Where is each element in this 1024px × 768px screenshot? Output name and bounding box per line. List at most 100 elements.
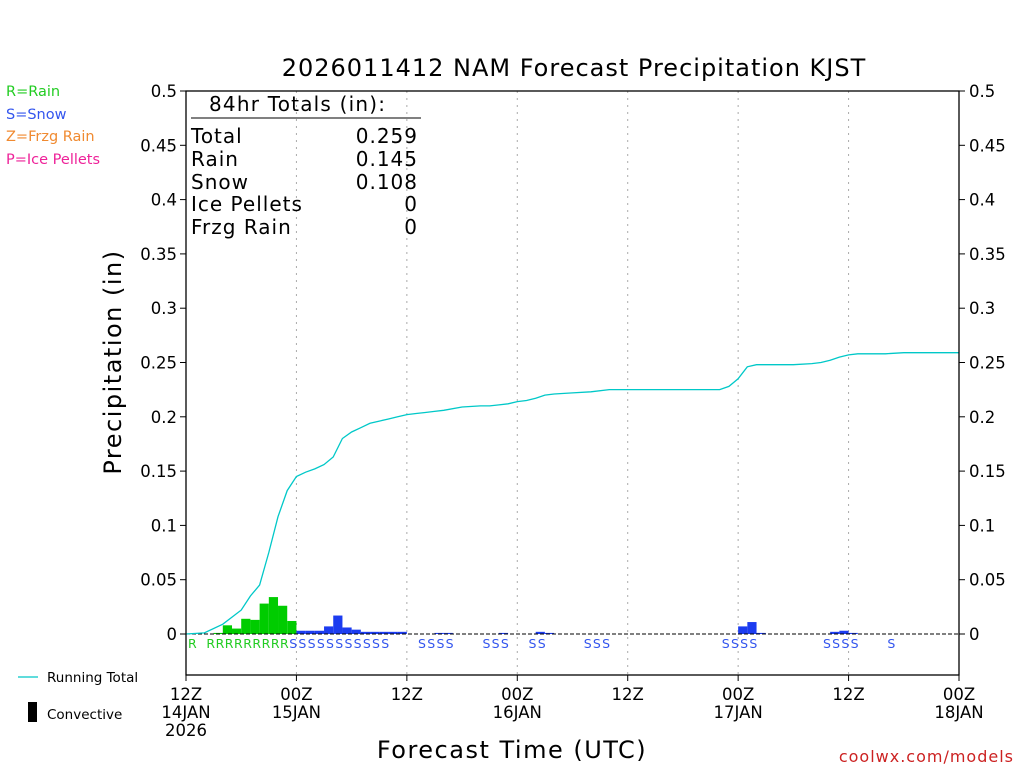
- snow-marker: S: [584, 636, 592, 651]
- rain-bar: [259, 603, 269, 634]
- snow-bar: [379, 631, 389, 634]
- snow-marker: S: [851, 636, 859, 651]
- rain-marker: R: [243, 636, 252, 651]
- snow-marker: S: [832, 636, 840, 651]
- snow-marker: S: [289, 636, 297, 651]
- y-axis-label: Precipitation (in): [99, 249, 127, 474]
- x-tick-label: 12Z: [391, 685, 423, 704]
- rain-bar: [213, 632, 223, 634]
- y-tick-label: 0.05: [140, 571, 177, 590]
- ptype-legend-ice-pellets: P=Ice Pellets: [6, 152, 100, 168]
- rain-marker: R: [234, 636, 243, 651]
- x-tick-label: 00Z: [943, 685, 975, 704]
- y-tick-label: 0.45: [969, 136, 1006, 155]
- y-tick-label: 0.35: [969, 245, 1006, 264]
- snow-bar: [333, 615, 343, 634]
- convective-legend-label: Convective: [47, 707, 122, 723]
- rain-bar: [278, 605, 288, 634]
- rain-marker: R: [216, 636, 225, 651]
- running-total-legend-label: Running Total: [47, 670, 138, 686]
- x-tick-label: 16JAN: [493, 703, 542, 722]
- rain-bar: [241, 618, 251, 634]
- rain-marker: R: [252, 636, 261, 651]
- snow-bar: [756, 632, 766, 634]
- running-total-line: [185, 352, 959, 635]
- convective-legend-swatch: [28, 702, 37, 722]
- snow-marker: S: [418, 636, 426, 651]
- snow-marker: S: [722, 636, 730, 651]
- snow-bar: [342, 627, 352, 634]
- totals-row-value: 0.259: [356, 124, 418, 148]
- x-tick-label: 17JAN: [714, 703, 763, 722]
- x-tick-label: 14JAN: [161, 703, 210, 722]
- totals-row-label: Total: [190, 124, 243, 148]
- snow-bar: [388, 631, 398, 634]
- snow-marker: S: [740, 636, 748, 651]
- snow-marker: S: [317, 636, 325, 651]
- snow-marker: S: [492, 636, 500, 651]
- snow-marker: S: [749, 636, 757, 651]
- totals-row-label: Ice Pellets: [191, 192, 303, 216]
- snow-bar: [443, 632, 453, 634]
- x-tick-label: 2026: [165, 721, 207, 740]
- snow-bar: [848, 632, 858, 634]
- credit-label: coolwx.com/models: [839, 747, 1014, 766]
- ptype-legend: R=Rain S=Snow Z=Frzg Rain P=Ice Pellets: [6, 84, 100, 168]
- y-tick-label: 0.05: [969, 571, 1006, 590]
- snow-bar: [830, 631, 840, 634]
- snow-marker: S: [381, 636, 389, 651]
- x-tick-label: 12Z: [832, 685, 864, 704]
- y-tick-label: 0.45: [140, 136, 177, 155]
- y-tick-label: 0.1: [151, 516, 177, 535]
- snow-marker: S: [372, 636, 380, 651]
- snow-bar: [397, 631, 407, 634]
- snow-marker: S: [501, 636, 509, 651]
- snow-bar: [305, 630, 315, 634]
- snow-marker: S: [823, 636, 831, 651]
- snow-marker: S: [344, 636, 352, 651]
- rain-marker: R: [280, 636, 289, 651]
- rain-marker: R: [271, 636, 280, 651]
- rain-marker: R: [206, 636, 215, 651]
- ptype-legend-frzg-rain: Z=Frzg Rain: [6, 129, 95, 145]
- totals-row-value: 0: [404, 215, 418, 239]
- totals-box: 84hr Totals (in): Total 0.259 Rain 0.145…: [190, 92, 421, 239]
- y-tick-label: 0.5: [151, 82, 177, 101]
- snow-marker: S: [841, 636, 849, 651]
- rain-marker: R: [225, 636, 234, 651]
- y-tick-label: 0.2: [969, 408, 995, 427]
- rain-marker: R: [262, 636, 271, 651]
- rain-bar: [222, 625, 233, 634]
- rain-bar: [250, 619, 260, 634]
- x-tick-label: 12Z: [612, 685, 644, 704]
- x-tick-label: 12Z: [170, 685, 202, 704]
- snow-bar: [738, 626, 748, 634]
- snow-bar: [544, 632, 555, 634]
- y-tick-label: 0.25: [969, 354, 1006, 373]
- snow-marker: S: [354, 636, 362, 651]
- snow-bar: [351, 629, 361, 634]
- snow-marker: S: [528, 636, 536, 651]
- snow-bar: [434, 632, 444, 634]
- snow-marker: S: [482, 636, 490, 651]
- rain-marker: R: [188, 636, 197, 651]
- snow-marker: S: [593, 636, 601, 651]
- y-tick-label: 0: [167, 625, 178, 644]
- snow-marker: S: [363, 636, 371, 651]
- y-tick-label: 0.2: [151, 408, 177, 427]
- y-tick-label: 0.5: [969, 82, 995, 101]
- x-axis-label: Forecast Time (UTC): [377, 736, 647, 764]
- y-tick-label: 0.3: [969, 299, 995, 318]
- snow-marker: S: [326, 636, 334, 651]
- totals-row-label: Snow: [191, 170, 249, 194]
- snow-marker: S: [887, 636, 895, 651]
- snow-bar: [839, 630, 849, 634]
- totals-heading: 84hr Totals (in):: [209, 92, 386, 116]
- snow-marker: S: [308, 636, 316, 651]
- rain-bar: [268, 597, 279, 634]
- totals-row-label: Rain: [191, 147, 239, 171]
- x-tick-label: 18JAN: [934, 703, 983, 722]
- chart-title: 2026011412 NAM Forecast Precipitation KJ…: [282, 54, 867, 82]
- rain-bar: [287, 620, 297, 634]
